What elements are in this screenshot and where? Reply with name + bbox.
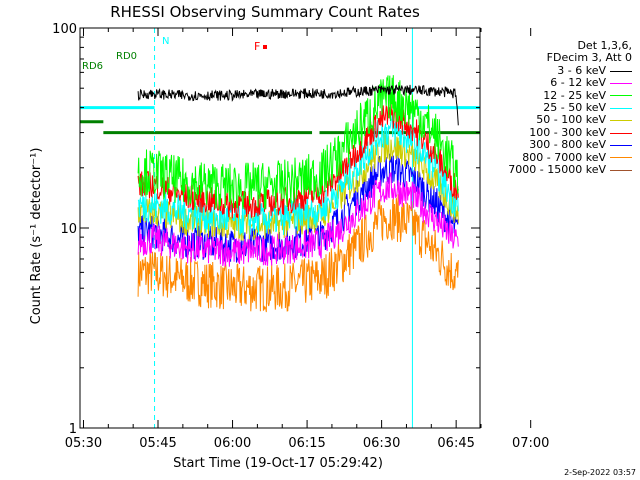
legend-entry: 25 - 50 keV (508, 101, 632, 115)
observing-flags: N RD0 RD6 F (80, 36, 480, 135)
legend-swatch (610, 107, 632, 109)
x-tick-label: 06:45 (437, 436, 474, 451)
y-axis-ticks: 1 10 100 (52, 22, 480, 437)
legend: Det 1,3,6, FDecim 3, Att 0 3 - 6 keV 6 - 1… (508, 39, 632, 177)
legend-label: 7000 - 15000 keV (508, 163, 606, 177)
series-line-12-25-kev (137, 75, 459, 210)
legend-label: 3 - 6 keV (557, 63, 606, 77)
x-tick-label: 06:30 (363, 436, 400, 451)
legend-swatch (610, 82, 632, 84)
legend-swatch (610, 169, 632, 171)
legend-label: 800 - 7000 keV (522, 150, 606, 164)
legend-swatch (610, 132, 632, 134)
legend-entry: 50 - 100 keV (508, 114, 632, 126)
y-tick-label: 1 (69, 422, 77, 437)
legend-label: 300 - 800 keV (529, 138, 606, 152)
x-axis-ticks: 05:30 05:45 06:00 06:15 06:30 06:45 07:00 (65, 28, 549, 451)
legend-label: 100 - 300 keV (529, 125, 606, 139)
series-line-800-7000-kev (137, 194, 459, 313)
flag-label-rd6: RD6 (82, 61, 103, 72)
legend-entries: 3 - 6 keV 6 - 12 keV 12 - 25 keV 25 - 50 ke… (508, 63, 632, 177)
legend-header-line: Det 1,3,6, (577, 39, 632, 52)
legend-label: 25 - 50 keV (543, 101, 606, 115)
legend-swatch (610, 95, 632, 97)
legend-header: Det 1,3,6, FDecim 3, Att 0 (508, 39, 632, 65)
series-line-3-6-kev (137, 84, 459, 126)
legend-label: 6 - 12 keV (550, 76, 606, 90)
legend-swatch (610, 70, 632, 72)
flag-label-n: N (162, 36, 169, 47)
flag-label-rd0: RD0 (116, 51, 137, 62)
series-line-300-800-kev (137, 153, 459, 263)
legend-entry: 6 - 12 keV (508, 76, 632, 90)
x-tick-label: 05:45 (139, 436, 176, 451)
legend-label: 50 - 100 keV (536, 113, 606, 127)
y-tick-label: 100 (52, 22, 77, 37)
series-line-6-12-kev (137, 172, 459, 267)
flare-marker (263, 45, 267, 49)
legend-entry: 12 - 25 keV (508, 88, 632, 102)
y-tick-label: 10 (60, 222, 77, 237)
legend-entry: 300 - 800 keV (508, 138, 632, 152)
series-line-100-300-kev (137, 102, 459, 219)
legend-swatch (610, 120, 632, 122)
x-axis-label: Start Time (19-Oct-17 05:29:42) (173, 456, 383, 471)
generation-date: 2-Sep-2022 03:57 (564, 468, 636, 477)
x-tick-label: 06:15 (288, 436, 325, 451)
legend-swatch (610, 157, 632, 159)
legend-entry: 7000 - 15000 keV (508, 163, 632, 177)
legend-header-line: FDecim 3, Att 0 (546, 51, 632, 65)
legend-label: 12 - 25 keV (543, 88, 606, 102)
count-rate-series (137, 75, 459, 313)
legend-entry: 100 - 300 keV (508, 125, 632, 139)
legend-entry: 800 - 7000 keV (508, 150, 632, 164)
x-tick-label: 07:00 (512, 436, 549, 451)
x-tick-label: 05:30 (65, 436, 102, 451)
legend-swatch (610, 144, 632, 146)
flag-label-f: F (254, 40, 260, 53)
x-tick-label: 06:00 (214, 436, 251, 451)
y-axis-label: Count Rate (s⁻¹ detector⁻¹) (29, 148, 44, 325)
chart-title: RHESSI Observing Summary Count Rates (110, 3, 420, 21)
legend-entry: 3 - 6 keV (508, 63, 632, 77)
